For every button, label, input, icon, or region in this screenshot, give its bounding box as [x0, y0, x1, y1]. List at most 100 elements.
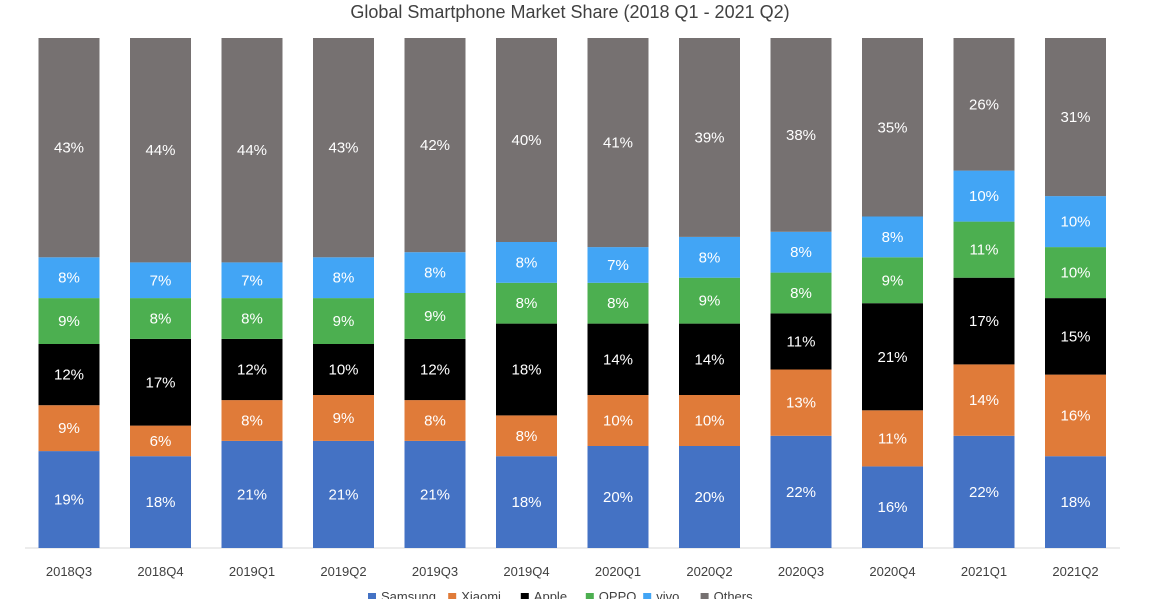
- legend-swatch-samsung: [368, 593, 376, 599]
- data-label-vivo-2018q4: 7%: [150, 272, 172, 289]
- bar-segment-others-2019q1: [221, 38, 283, 263]
- data-label-apple-2020q3: 11%: [787, 333, 816, 350]
- data-label-samsung-2021q2: 18%: [1060, 494, 1090, 511]
- legend-swatch-oppo: [585, 593, 594, 599]
- x-tick-label: 2019Q3: [412, 564, 458, 579]
- bar-segment-samsung-2019q1: [221, 440, 283, 548]
- bar-segment-vivo-2021q1: [953, 170, 1015, 222]
- bar-segment-vivo-2019q4: [496, 242, 557, 283]
- bar-segment-vivo-2018q3: [38, 257, 100, 299]
- data-label-oppo-2019q3: 9%: [424, 308, 446, 325]
- data-label-others-2019q4: 40%: [511, 132, 541, 149]
- legend-label-others: Others: [714, 589, 754, 599]
- x-tick-label: 2021Q1: [961, 564, 1007, 579]
- data-label-samsung-2019q1: 21%: [237, 486, 267, 503]
- bar-segment-samsung-2019q3: [404, 440, 466, 548]
- legend-swatch-xiaomi: [448, 593, 457, 599]
- data-label-samsung-2021q1: 22%: [969, 484, 999, 501]
- bar-segment-apple-2021q2: [1045, 298, 1106, 375]
- data-label-xiaomi-2018q3: 9%: [58, 420, 80, 437]
- data-label-others-2019q3: 42%: [420, 137, 450, 154]
- bar-segment-xiaomi-2020q2: [679, 395, 740, 446]
- data-label-xiaomi-2020q1: 10%: [603, 413, 633, 430]
- bar-segment-others-2019q2: [313, 38, 374, 258]
- bar-segment-samsung-2020q4: [862, 466, 923, 548]
- data-label-samsung-2019q4: 18%: [511, 494, 541, 511]
- data-label-vivo-2021q2: 10%: [1060, 214, 1090, 231]
- bar-segment-others-2021q1: [953, 38, 1015, 171]
- segment-labels-group: 19% 9% 12% 9% 8% 43% 18% 6% 17% 8% 7% 44% 21% 8% 12% 8%…: [54, 96, 1091, 516]
- bar-segment-xiaomi-2018q4: [130, 425, 191, 457]
- bar-segment-samsung-2020q1: [587, 446, 649, 548]
- bar-segment-vivo-2018q4: [130, 262, 191, 299]
- data-label-others-2020q1: 41%: [603, 135, 633, 152]
- bar-segment-xiaomi-2019q3: [404, 400, 466, 441]
- data-label-oppo-2019q1: 8%: [241, 311, 263, 328]
- legend-label-oppo: OPPO: [599, 589, 637, 599]
- bar-segment-samsung-2020q2: [679, 446, 740, 548]
- bar-segment-apple-2019q4: [496, 323, 557, 416]
- bar-segment-apple-2019q1: [221, 338, 283, 401]
- data-label-apple-2021q2: 15%: [1060, 328, 1090, 345]
- bar-segment-oppo-2019q3: [404, 293, 466, 339]
- data-label-samsung-2020q1: 20%: [603, 489, 633, 506]
- data-label-vivo-2019q1: 7%: [241, 272, 263, 289]
- bar-segment-xiaomi-2020q1: [587, 395, 649, 446]
- bar-segment-samsung-2021q1: [953, 435, 1015, 548]
- data-label-apple-2018q4: 17%: [145, 374, 175, 391]
- x-tick-label: 2020Q1: [595, 564, 641, 579]
- bar-segment-others-2020q4: [862, 38, 923, 217]
- data-label-others-2020q2: 39%: [694, 130, 724, 147]
- bar-segment-xiaomi-2021q2: [1045, 374, 1106, 457]
- bar-segment-oppo-2021q1: [953, 221, 1015, 278]
- legend-label-apple: Apple: [534, 589, 567, 599]
- data-label-xiaomi-2019q3: 8%: [424, 413, 446, 430]
- bar-segment-oppo-2018q3: [38, 298, 100, 344]
- data-label-oppo-2019q4: 8%: [516, 295, 538, 312]
- x-tick-label: 2020Q4: [869, 564, 915, 579]
- data-label-vivo-2021q1: 10%: [969, 188, 999, 205]
- data-label-others-2020q3: 38%: [786, 127, 816, 144]
- data-label-apple-2020q1: 14%: [603, 351, 633, 368]
- bar-segment-xiaomi-2019q2: [313, 395, 374, 441]
- x-tick-label: 2020Q3: [778, 564, 824, 579]
- bar-segment-others-2018q3: [38, 38, 100, 258]
- bar-segment-apple-2020q1: [587, 323, 649, 395]
- data-label-xiaomi-2019q2: 9%: [333, 410, 355, 427]
- bar-segment-oppo-2019q1: [221, 298, 283, 339]
- data-label-samsung-2019q3: 21%: [420, 486, 450, 503]
- data-label-apple-2019q4: 18%: [511, 362, 541, 379]
- data-label-oppo-2018q4: 8%: [150, 311, 172, 328]
- bar-segment-apple-2018q4: [130, 338, 191, 426]
- data-label-oppo-2019q2: 9%: [333, 313, 355, 330]
- bar-segment-oppo-2019q2: [313, 298, 374, 344]
- bar-segment-vivo-2019q1: [221, 262, 283, 299]
- chart-title: Global Smartphone Market Share (2018 Q1 …: [350, 2, 790, 22]
- legend-label-vivo: vivo: [656, 589, 679, 599]
- legend-swatch-apple: [520, 593, 529, 599]
- bar-segment-vivo-2020q4: [862, 216, 923, 258]
- bar-segment-vivo-2020q2: [679, 236, 740, 278]
- data-label-apple-2020q4: 21%: [877, 349, 907, 366]
- bar-segment-oppo-2020q2: [679, 277, 740, 324]
- data-label-xiaomi-2018q4: 6%: [150, 433, 172, 450]
- bar-segment-apple-2019q2: [313, 344, 374, 395]
- data-label-apple-2021q1: 17%: [969, 313, 999, 330]
- bar-segment-apple-2018q3: [38, 344, 100, 406]
- data-label-xiaomi-2019q1: 8%: [241, 413, 263, 430]
- data-label-oppo-2020q3: 8%: [790, 285, 812, 302]
- bar-segment-oppo-2020q1: [587, 282, 649, 324]
- data-label-vivo-2020q3: 8%: [790, 244, 812, 261]
- bar-segment-oppo-2021q2: [1045, 247, 1106, 299]
- data-label-samsung-2018q4: 18%: [145, 494, 175, 511]
- data-label-xiaomi-2020q3: 13%: [786, 395, 816, 412]
- bar-segment-xiaomi-2019q1: [221, 400, 283, 441]
- data-label-samsung-2019q2: 21%: [328, 486, 358, 503]
- data-label-xiaomi-2019q4: 8%: [516, 428, 538, 445]
- bar-segment-xiaomi-2020q3: [770, 369, 832, 436]
- legend-swatch-vivo: [643, 593, 652, 599]
- bar-segment-others-2020q3: [770, 38, 832, 232]
- x-tick-label: 2021Q2: [1052, 564, 1098, 579]
- data-label-vivo-2019q2: 8%: [333, 270, 355, 287]
